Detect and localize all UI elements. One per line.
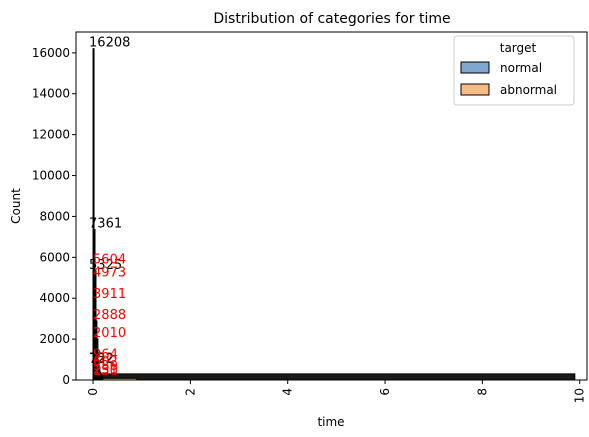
y-tick-label: 6000 (39, 250, 70, 264)
data-label-normal: 722 (89, 352, 114, 367)
legend-label-abnormal: abnormal (500, 83, 557, 97)
data-label-abnormal: 5604 (93, 252, 126, 267)
bars-layer (92, 48, 576, 381)
y-tick-label: 14000 (32, 87, 70, 101)
x-tick-label: 10 (573, 388, 587, 403)
data-label-abnormal: 964 (93, 347, 118, 362)
y-tick-label: 16000 (32, 46, 70, 60)
legend-label-normal: normal (500, 61, 542, 75)
x-tick-label: 4 (281, 388, 295, 396)
y-tick-label: 0 (62, 373, 70, 387)
data-label-abnormal: 150 (93, 364, 118, 379)
legend: target normal abnormal (453, 35, 575, 106)
data-label-abnormal: 4973 (93, 265, 126, 280)
data-label-abnormal: 380 (93, 359, 118, 374)
data-label-abnormal: 602 (93, 355, 118, 370)
data-label-normal: 5325 (89, 258, 122, 273)
y-axis: 0 2000 4000 6000 8000 10000 12000 14000 16000 (32, 46, 76, 387)
y-tick-label: 12000 (32, 128, 70, 142)
data-label-normal: 752 (89, 352, 114, 367)
data-label-normal: 7361 (89, 216, 122, 231)
chart-title: Distribution of categories for time (213, 11, 450, 27)
legend-swatch-abnormal (460, 83, 490, 96)
x-tick-label: 6 (378, 388, 392, 396)
x-tick-label: 8 (475, 388, 489, 396)
y-axis-label: Count (9, 188, 23, 224)
legend-title: target (500, 41, 537, 55)
y-tick-label: 8000 (39, 209, 70, 223)
x-tick-label: 2 (183, 388, 197, 396)
y-tick-label: 10000 (32, 169, 70, 183)
data-label-abnormal: 2888 (93, 308, 126, 323)
x-axis: 0 2 4 6 8 10 (86, 380, 587, 403)
legend-swatch-normal (460, 61, 490, 74)
x-tick-label: 0 (86, 388, 100, 396)
bar-tail-normal (97, 373, 576, 381)
x-axis-label: time (317, 415, 344, 429)
plot-frame (75, 31, 588, 381)
data-label-abnormal: 3911 (93, 287, 126, 302)
data-label-abnormal: 231 (93, 362, 118, 377)
y-tick-label: 4000 (39, 291, 70, 305)
data-label-abnormal: 2010 (93, 326, 126, 341)
y-tick-label: 2000 (39, 332, 70, 346)
data-label-normal: 16208 (89, 36, 130, 51)
